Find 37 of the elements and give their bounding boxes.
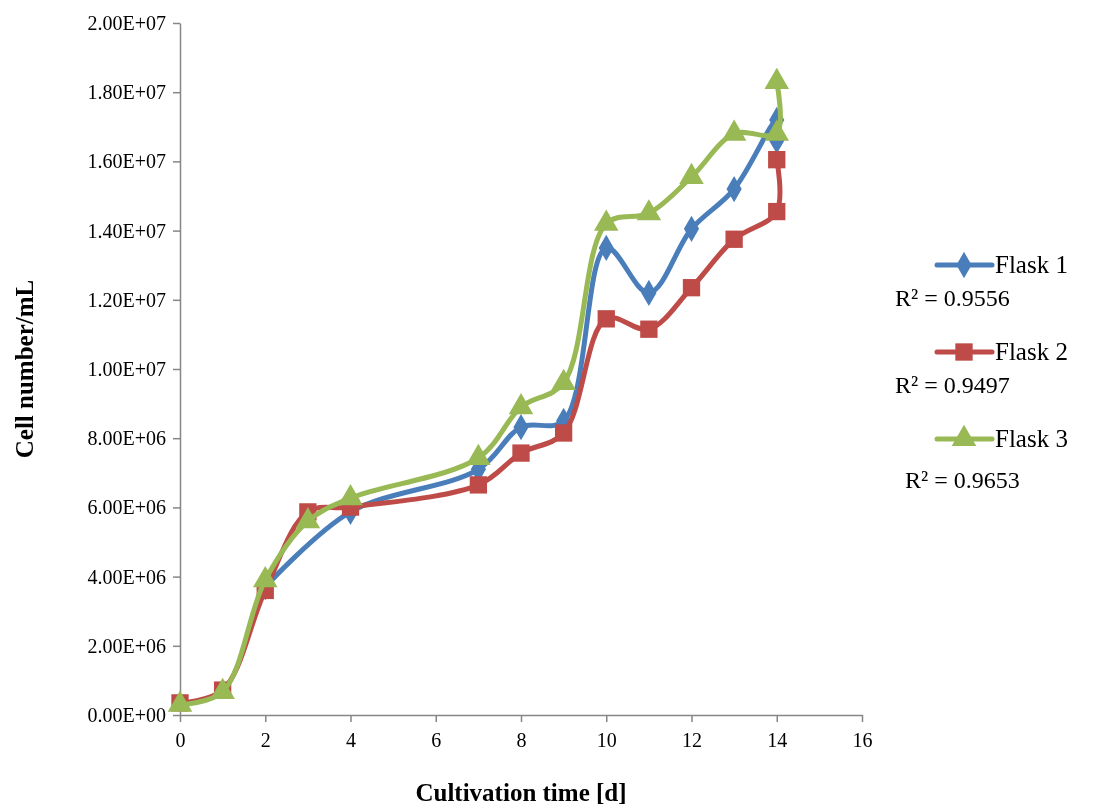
point [512,444,530,462]
x-tick-label: 2 [260,729,271,751]
y-tick-label: 1.00E+07 [87,357,166,380]
y-tick-label: 1.80E+07 [87,81,166,104]
x-tick-label: 0 [175,729,186,751]
point [469,476,488,494]
y-tick-label: 1.20E+07 [87,288,166,311]
x-tick-label: 10 [596,729,617,751]
y-axis-title: Cell number/mL [11,279,38,459]
text: R² = 0.9497 [895,372,1010,398]
y-tick-label: 1.60E+07 [87,150,166,173]
point [640,320,658,338]
y-tick-label: 2.00E+06 [87,634,166,657]
y-tick-label: 8.00E+06 [87,427,166,450]
point [768,202,786,221]
legend-label: Flask 1 [995,251,1068,278]
y-tick-label: 2.00E+07 [87,11,166,34]
point [768,151,786,169]
point [597,310,615,328]
y-tick-label: 6.00E+06 [87,496,166,519]
y-tick-label: 0.00E+00 [87,703,166,726]
x-tick-label: 12 [682,729,702,751]
text: R² = 0.9653 [905,467,1020,493]
x-tick-label: 4 [346,729,356,751]
text: R² = 0.9556 [895,285,1010,311]
y-tick-label: 1.40E+07 [87,219,166,242]
legend-label: Flask 3 [995,425,1068,452]
point [725,230,743,248]
x-tick-label: 6 [431,729,442,751]
x-axis-title: Cultivation time [d] [415,779,627,806]
legend-label: Flask 2 [995,338,1068,365]
x-tick-label: 14 [767,729,788,751]
y-tick-label: 4.00E+06 [87,565,166,588]
x-tick-label: 16 [852,729,873,751]
point [682,279,701,297]
x-tick-label: 8 [516,729,527,751]
point [554,424,573,442]
